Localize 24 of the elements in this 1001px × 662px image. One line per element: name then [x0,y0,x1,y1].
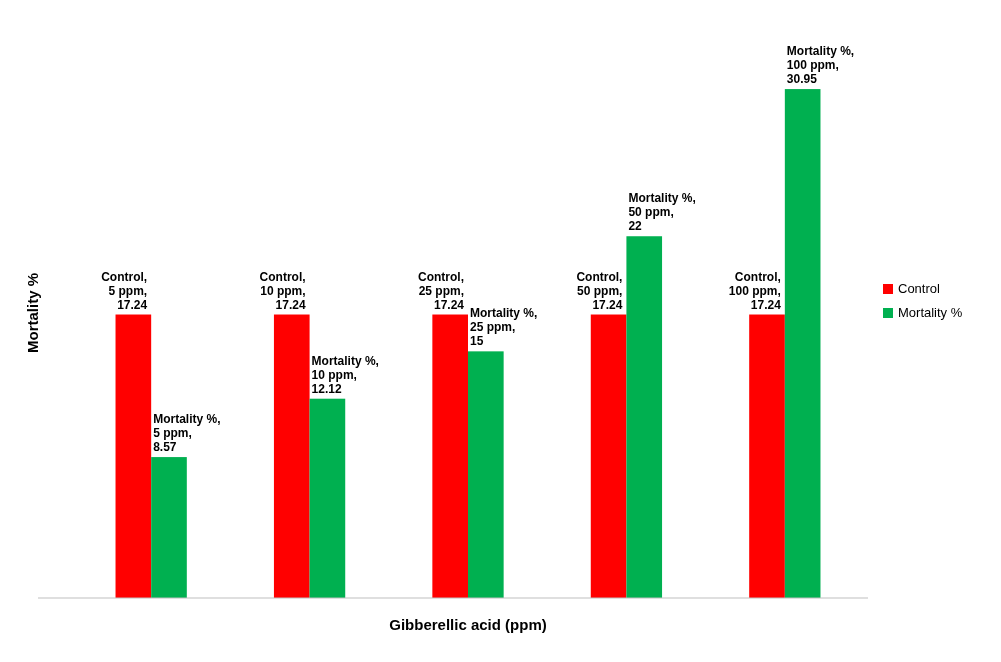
bar [309,398,346,598]
bar [749,314,785,598]
bar [273,314,310,598]
bar [626,236,663,598]
data-label: Control, 10 ppm, 17.24 [259,269,306,312]
bar [468,351,504,598]
legend-label: Mortality % [898,305,963,320]
data-label: Control, 5 ppm, 17.24 [101,269,148,312]
legend-label: Control [898,281,941,296]
data-label: Mortality %, 100 ppm, 30.95 [786,44,855,87]
x-axis-title: Gibberellic acid (ppm) [389,616,547,633]
y-axis-title: Mortality % [24,272,41,354]
data-label: Mortality %, 10 ppm, 12.12 [311,353,379,396]
bar [590,314,627,598]
bar [784,89,821,598]
bar [432,314,468,598]
data-label: Control, 50 ppm, 17.24 [576,269,623,312]
data-label: Mortality %, 50 ppm, 22 [628,191,696,234]
bar [151,457,187,598]
data-label: Control, 100 ppm, 17.24 [728,269,782,312]
data-label: Mortality %, 5 ppm, 8.57 [153,412,221,455]
data-label: Mortality %, 25 ppm, 15 [470,306,538,349]
bar [115,314,152,598]
data-label: Control, 25 ppm, 17.24 [418,269,465,312]
